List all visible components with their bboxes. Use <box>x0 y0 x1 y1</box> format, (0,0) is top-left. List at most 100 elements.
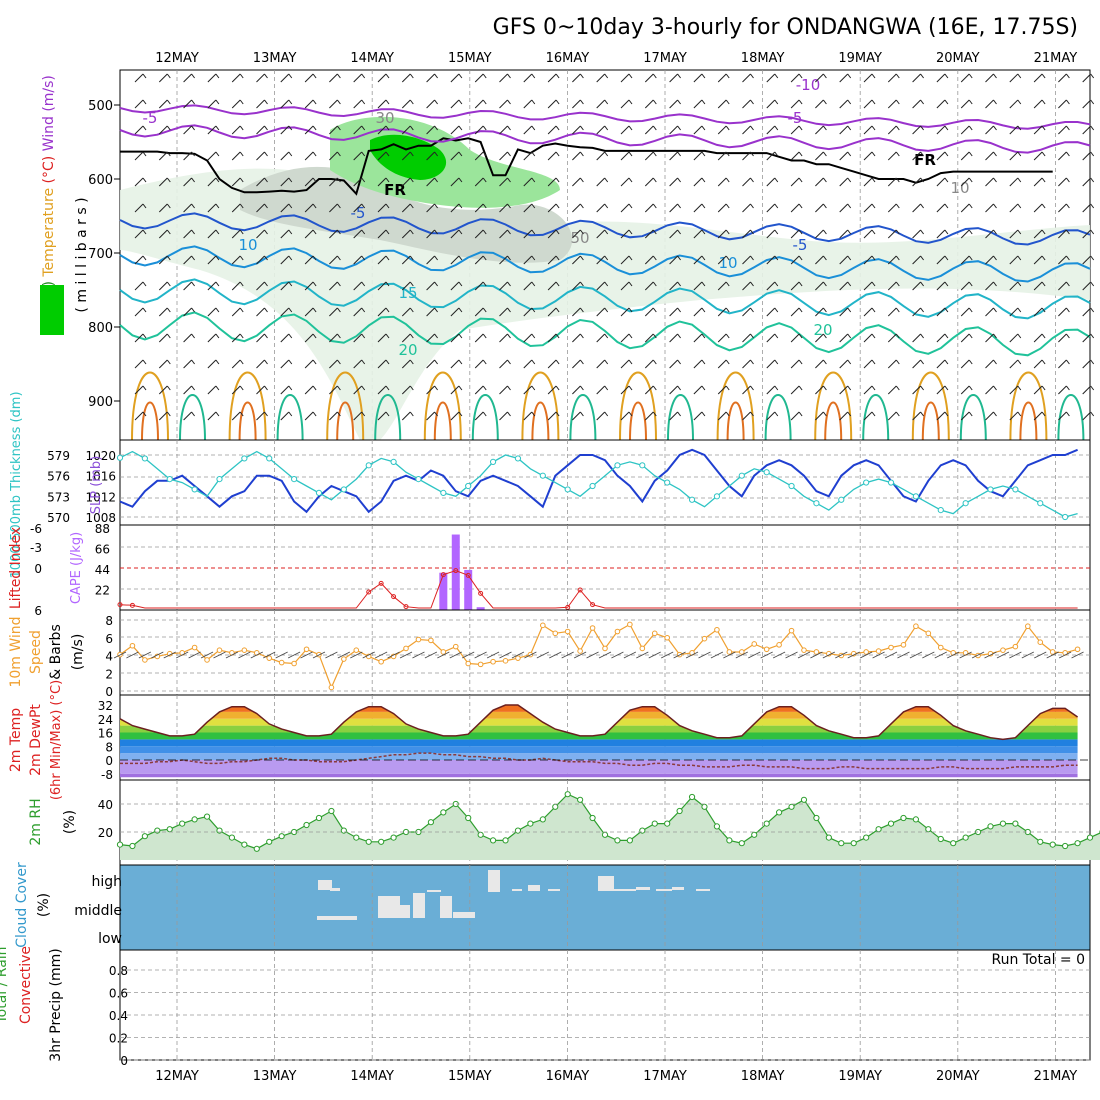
cloud-block <box>512 889 522 891</box>
wind-speed-marker <box>651 630 658 637</box>
wind-barb <box>231 73 241 83</box>
warm-contour <box>824 401 843 441</box>
wind-speed-marker <box>664 634 670 641</box>
wind-barb <box>304 385 314 395</box>
wind-barb <box>474 125 484 135</box>
wind-speed-marker <box>937 644 944 651</box>
wind-barb <box>523 411 533 421</box>
wind-barb <box>183 333 192 343</box>
wind-barb <box>1058 203 1067 213</box>
wind-barb <box>280 125 290 135</box>
wind-barb <box>377 99 387 109</box>
wind-barb <box>693 333 703 343</box>
wind-barb <box>895 255 900 261</box>
rh2m-marker <box>390 834 397 841</box>
wind-barb <box>499 385 508 395</box>
wind-barb <box>1009 255 1019 265</box>
wind-barb <box>207 151 217 161</box>
wind-barb <box>434 151 439 157</box>
wind-barb <box>385 203 390 209</box>
wind-barb <box>912 73 921 83</box>
temp-tick-label: -8 <box>101 768 113 782</box>
wind-barb <box>312 359 317 365</box>
wind-barb <box>531 333 536 339</box>
wind-barb <box>644 229 654 239</box>
wind-barb <box>1066 73 1070 79</box>
wind-barb <box>644 333 654 343</box>
wind-barb <box>377 281 387 291</box>
wind-barb <box>823 125 827 131</box>
temp-line <box>119 704 1079 741</box>
wind-barb <box>596 385 606 395</box>
wind-barb <box>960 281 970 291</box>
wind-speed-marker <box>540 622 546 629</box>
wind-barb <box>960 73 970 83</box>
wind-barb <box>920 281 924 287</box>
wind-barb <box>1017 203 1022 209</box>
wind-barb <box>288 333 293 339</box>
wind-barb <box>993 151 997 157</box>
wind-barb <box>183 203 192 213</box>
cloud-level-label: low <box>98 931 122 947</box>
wind-barb <box>604 385 609 391</box>
wind-barb-surface <box>1009 651 1022 659</box>
wind-barb <box>766 359 776 369</box>
thickness-marker <box>116 454 124 461</box>
rh2m-marker <box>116 841 124 848</box>
thickness-marker <box>266 455 273 462</box>
rh2m-marker <box>589 814 596 822</box>
wind-barb-surface <box>573 651 587 659</box>
wind-barb-surface <box>661 651 674 659</box>
thickness-slp-panel <box>116 439 1091 526</box>
wind-barb <box>790 203 800 213</box>
wind-barb <box>960 359 970 369</box>
cloud-block <box>528 885 540 891</box>
pressure-tick-label: 800 <box>88 321 113 336</box>
cloud-block <box>696 889 710 891</box>
wind-barb-surface <box>325 651 338 659</box>
rh2m-marker <box>564 791 571 798</box>
wind-barb <box>944 411 949 417</box>
wind-speed-marker <box>1025 623 1031 630</box>
wind-barb <box>409 255 414 261</box>
wind-barb <box>968 73 973 79</box>
wind-barb <box>1090 73 1095 79</box>
wind-barb <box>231 203 241 213</box>
wind-barb <box>158 255 168 265</box>
wind-barb <box>815 307 824 317</box>
wind-barb <box>353 99 363 109</box>
wind-barb <box>142 411 147 417</box>
wind-barb <box>895 307 900 313</box>
wind-barb <box>1041 151 1046 157</box>
wind-barb <box>1090 177 1095 183</box>
wind-barb <box>717 411 727 421</box>
wind-barb <box>677 125 681 131</box>
wind-barb <box>936 411 946 421</box>
wind-barb <box>426 73 435 83</box>
wind-barb <box>693 73 703 83</box>
wind-barb <box>580 411 584 417</box>
lifted-index-tick-label: -3 <box>30 541 42 555</box>
wind-barb <box>725 307 730 313</box>
wind-barb <box>920 125 924 131</box>
wind-barb <box>847 99 852 105</box>
wind-barb-surface <box>449 651 462 659</box>
wind-barb <box>336 177 341 183</box>
wind-barb <box>547 125 557 135</box>
wind-barb <box>750 203 754 209</box>
wind-barb <box>725 385 730 391</box>
wind-barb-surface <box>499 651 512 659</box>
rh2m-marker <box>614 837 621 844</box>
wind-barb <box>1082 73 1092 83</box>
date-label-top: 17MAY <box>643 51 687 66</box>
wind-barb <box>936 307 946 317</box>
pressure-tick-label: 900 <box>88 395 113 410</box>
wind-barb <box>823 359 827 365</box>
wind-barb <box>474 411 484 421</box>
wind-barb <box>717 359 727 369</box>
wind-barb <box>790 177 800 187</box>
wind-barb <box>555 307 560 313</box>
wind-barb <box>1066 125 1070 131</box>
wind-barb-surface <box>524 651 537 659</box>
thickness-marker <box>863 479 870 486</box>
